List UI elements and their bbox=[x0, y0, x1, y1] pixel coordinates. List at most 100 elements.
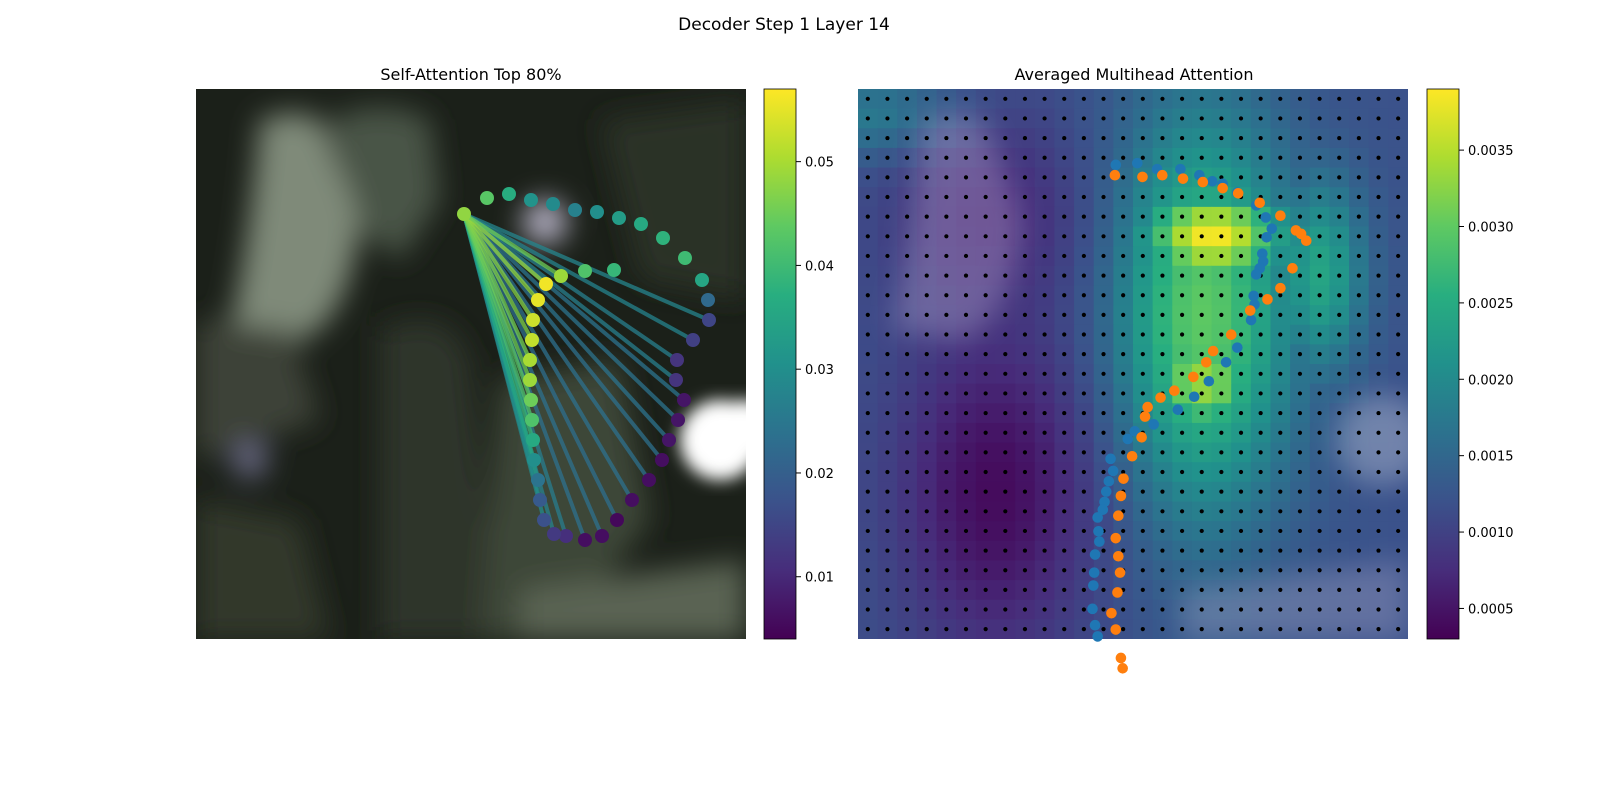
grid-dot bbox=[1238, 528, 1244, 534]
grid-dot bbox=[983, 548, 988, 553]
keypoint bbox=[634, 217, 648, 231]
grid-dot bbox=[1317, 548, 1322, 553]
grid-dot bbox=[1356, 116, 1361, 121]
grid-dot bbox=[1278, 469, 1283, 475]
grid-dot bbox=[1003, 450, 1008, 455]
grid-dot bbox=[1081, 312, 1086, 317]
grid-dot bbox=[1376, 253, 1381, 259]
grid-dot bbox=[1081, 528, 1086, 534]
predicted-point bbox=[1103, 475, 1115, 487]
grid-dot bbox=[924, 607, 929, 612]
grid-dot bbox=[1219, 587, 1224, 592]
grid-dot bbox=[1356, 469, 1361, 475]
grid-dot bbox=[1317, 509, 1322, 514]
target-point bbox=[1139, 411, 1151, 422]
grid-dot bbox=[944, 509, 949, 514]
grid-dot bbox=[1219, 293, 1224, 298]
grid-dot bbox=[1003, 293, 1008, 298]
grid-dot bbox=[1297, 135, 1303, 141]
grid-dot bbox=[1337, 332, 1342, 337]
grid-dot bbox=[1297, 528, 1303, 534]
grid-dot bbox=[1238, 135, 1244, 141]
grid-dot bbox=[865, 96, 870, 101]
grid-dot bbox=[963, 175, 969, 180]
grid-dot bbox=[963, 135, 969, 141]
keypoint bbox=[539, 277, 553, 291]
grid-dot bbox=[1042, 96, 1047, 101]
grid-dot bbox=[1278, 293, 1283, 298]
grid-dot bbox=[1337, 116, 1342, 121]
keypoint bbox=[531, 293, 545, 307]
grid-dot bbox=[1396, 312, 1401, 317]
grid-dot bbox=[1121, 96, 1126, 101]
keypoint bbox=[525, 413, 539, 427]
grid-dot bbox=[904, 509, 910, 514]
grid-dot bbox=[904, 371, 910, 376]
grid-dot bbox=[1199, 116, 1204, 121]
grid-dot bbox=[1258, 469, 1263, 475]
grid-dot bbox=[1219, 627, 1224, 632]
keypoint bbox=[559, 529, 573, 543]
grid-dot bbox=[963, 194, 969, 200]
grid-dot bbox=[1140, 607, 1145, 612]
grid-dot bbox=[1278, 253, 1283, 259]
grid-dot bbox=[1101, 116, 1106, 121]
grid-dot bbox=[1238, 273, 1244, 278]
grid-dot bbox=[1219, 430, 1224, 435]
grid-dot bbox=[963, 214, 969, 219]
grid-dot bbox=[1258, 175, 1263, 180]
grid-dot bbox=[1219, 214, 1224, 219]
grid-dot bbox=[1337, 293, 1342, 298]
grid-dot bbox=[1160, 135, 1165, 141]
grid-dot bbox=[1376, 155, 1381, 160]
grid-dot bbox=[1062, 116, 1067, 121]
grid-dot bbox=[1238, 450, 1244, 455]
grid-dot bbox=[1337, 391, 1342, 396]
grid-dot bbox=[1179, 568, 1185, 573]
grid-dot bbox=[1356, 607, 1361, 612]
grid-dot bbox=[1042, 312, 1047, 317]
grid-dot bbox=[1356, 548, 1361, 553]
grid-dot bbox=[1219, 194, 1224, 200]
grid-dot bbox=[1396, 194, 1401, 200]
grid-dot bbox=[885, 627, 890, 632]
grid-dot bbox=[963, 430, 969, 435]
grid-dot bbox=[865, 587, 870, 592]
predicted-point bbox=[1132, 157, 1143, 169]
grid-dot bbox=[1297, 627, 1303, 632]
grid-dot bbox=[885, 352, 890, 357]
grid-dot bbox=[924, 214, 929, 219]
grid-dot bbox=[885, 509, 890, 514]
grid-dot bbox=[1042, 528, 1047, 534]
grid-dot bbox=[1337, 214, 1342, 219]
grid-dot bbox=[865, 273, 870, 278]
grid-dot bbox=[1101, 194, 1106, 200]
grid-dot bbox=[1199, 391, 1204, 396]
grid-dot bbox=[1081, 450, 1086, 455]
predicted-point bbox=[1100, 486, 1112, 497]
grid-dot bbox=[1081, 548, 1086, 553]
grid-dot bbox=[1337, 509, 1342, 514]
grid-dot bbox=[924, 627, 929, 632]
keypoint bbox=[524, 393, 538, 407]
keypoint bbox=[525, 333, 539, 347]
grid-dot bbox=[1356, 410, 1361, 416]
target-point bbox=[1200, 356, 1212, 368]
grid-dot bbox=[1396, 96, 1401, 101]
grid-dot bbox=[1317, 135, 1322, 141]
grid-dot bbox=[1140, 332, 1145, 337]
grid-dot bbox=[904, 568, 910, 573]
grid-dot bbox=[963, 410, 969, 416]
grid-dot bbox=[1081, 430, 1086, 435]
grid-dot bbox=[1337, 568, 1342, 573]
grid-dot bbox=[1022, 528, 1028, 534]
grid-dot bbox=[904, 253, 910, 259]
grid-dot bbox=[865, 175, 870, 180]
grid-dot bbox=[885, 391, 890, 396]
grid-dot bbox=[865, 568, 870, 573]
grid-dot bbox=[1003, 410, 1008, 416]
grid-dot bbox=[1396, 175, 1401, 180]
grid-dot bbox=[1003, 391, 1008, 396]
grid-dot bbox=[963, 568, 969, 573]
target-point bbox=[1112, 587, 1123, 598]
